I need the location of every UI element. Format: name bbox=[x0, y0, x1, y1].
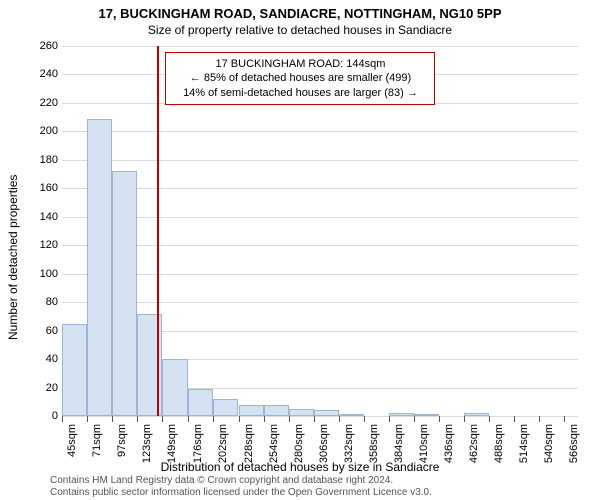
gridline bbox=[62, 131, 578, 132]
y-tick-label: 60 bbox=[28, 325, 58, 337]
x-tick bbox=[62, 416, 63, 422]
histogram-chart: 02040608010012014016018020022024026045sq… bbox=[62, 46, 578, 416]
x-tick bbox=[112, 416, 113, 422]
x-tick bbox=[339, 416, 340, 422]
gridline bbox=[62, 302, 578, 303]
histogram-bar bbox=[414, 414, 439, 416]
y-tick-label: 240 bbox=[28, 68, 58, 80]
x-tick bbox=[239, 416, 240, 422]
histogram-bar bbox=[87, 119, 112, 416]
x-tick bbox=[87, 416, 88, 422]
page-title: 17, BUCKINGHAM ROAD, SANDIACRE, NOTTINGH… bbox=[0, 0, 600, 21]
x-tick bbox=[389, 416, 390, 422]
x-tick bbox=[162, 416, 163, 422]
gridline bbox=[62, 416, 578, 417]
x-tick bbox=[364, 416, 365, 422]
histogram-bar bbox=[112, 171, 137, 416]
gridline bbox=[62, 245, 578, 246]
histogram-bar bbox=[289, 409, 314, 416]
y-tick-label: 100 bbox=[28, 268, 58, 280]
histogram-bar bbox=[239, 405, 264, 416]
x-tick bbox=[314, 416, 315, 422]
reference-line bbox=[157, 46, 159, 416]
page-subtitle: Size of property relative to detached ho… bbox=[0, 21, 600, 37]
gridline bbox=[62, 160, 578, 161]
y-tick-label: 140 bbox=[28, 211, 58, 223]
annotation-line2: ← 85% of detached houses are smaller (49… bbox=[174, 71, 426, 85]
gridline bbox=[62, 188, 578, 189]
x-tick bbox=[137, 416, 138, 422]
histogram-bar bbox=[314, 410, 339, 416]
histogram-bar bbox=[464, 413, 489, 416]
x-tick bbox=[264, 416, 265, 422]
annotation-line3: 14% of semi-detached houses are larger (… bbox=[174, 86, 426, 100]
y-axis-label: Number of detached properties bbox=[6, 175, 20, 340]
y-tick-label: 0 bbox=[28, 410, 58, 422]
plot-area: 02040608010012014016018020022024026045sq… bbox=[62, 46, 578, 417]
x-tick bbox=[514, 416, 515, 422]
x-axis-label: Distribution of detached houses by size … bbox=[0, 460, 600, 474]
x-tick bbox=[564, 416, 565, 422]
x-tick bbox=[439, 416, 440, 422]
gridline bbox=[62, 274, 578, 275]
annotation-box: 17 BUCKINGHAM ROAD: 144sqm← 85% of detac… bbox=[165, 52, 435, 105]
histogram-bar bbox=[188, 389, 213, 416]
y-tick-label: 220 bbox=[28, 97, 58, 109]
x-tick bbox=[414, 416, 415, 422]
gridline bbox=[62, 217, 578, 218]
y-tick-label: 40 bbox=[28, 353, 58, 365]
y-tick-label: 180 bbox=[28, 154, 58, 166]
x-tick bbox=[213, 416, 214, 422]
histogram-bar bbox=[62, 324, 87, 417]
x-tick bbox=[188, 416, 189, 422]
attribution-line1: Contains HM Land Registry data © Crown c… bbox=[50, 475, 432, 487]
annotation-line1: 17 BUCKINGHAM ROAD: 144sqm bbox=[174, 57, 426, 71]
y-tick-label: 200 bbox=[28, 125, 58, 137]
gridline bbox=[62, 46, 578, 47]
x-tick bbox=[289, 416, 290, 422]
histogram-bar bbox=[389, 413, 414, 416]
histogram-bar bbox=[213, 399, 238, 416]
histogram-bar bbox=[264, 405, 289, 416]
y-tick-label: 160 bbox=[28, 182, 58, 194]
y-tick-label: 260 bbox=[28, 40, 58, 52]
histogram-bar bbox=[162, 359, 188, 416]
x-tick bbox=[489, 416, 490, 422]
attribution-line2: Contains public sector information licen… bbox=[50, 487, 432, 499]
y-tick-label: 80 bbox=[28, 296, 58, 308]
y-tick-label: 20 bbox=[28, 382, 58, 394]
y-tick-label: 120 bbox=[28, 239, 58, 251]
histogram-bar bbox=[339, 414, 364, 416]
attribution-text: Contains HM Land Registry data © Crown c… bbox=[50, 475, 432, 498]
x-tick bbox=[464, 416, 465, 422]
x-tick bbox=[539, 416, 540, 422]
